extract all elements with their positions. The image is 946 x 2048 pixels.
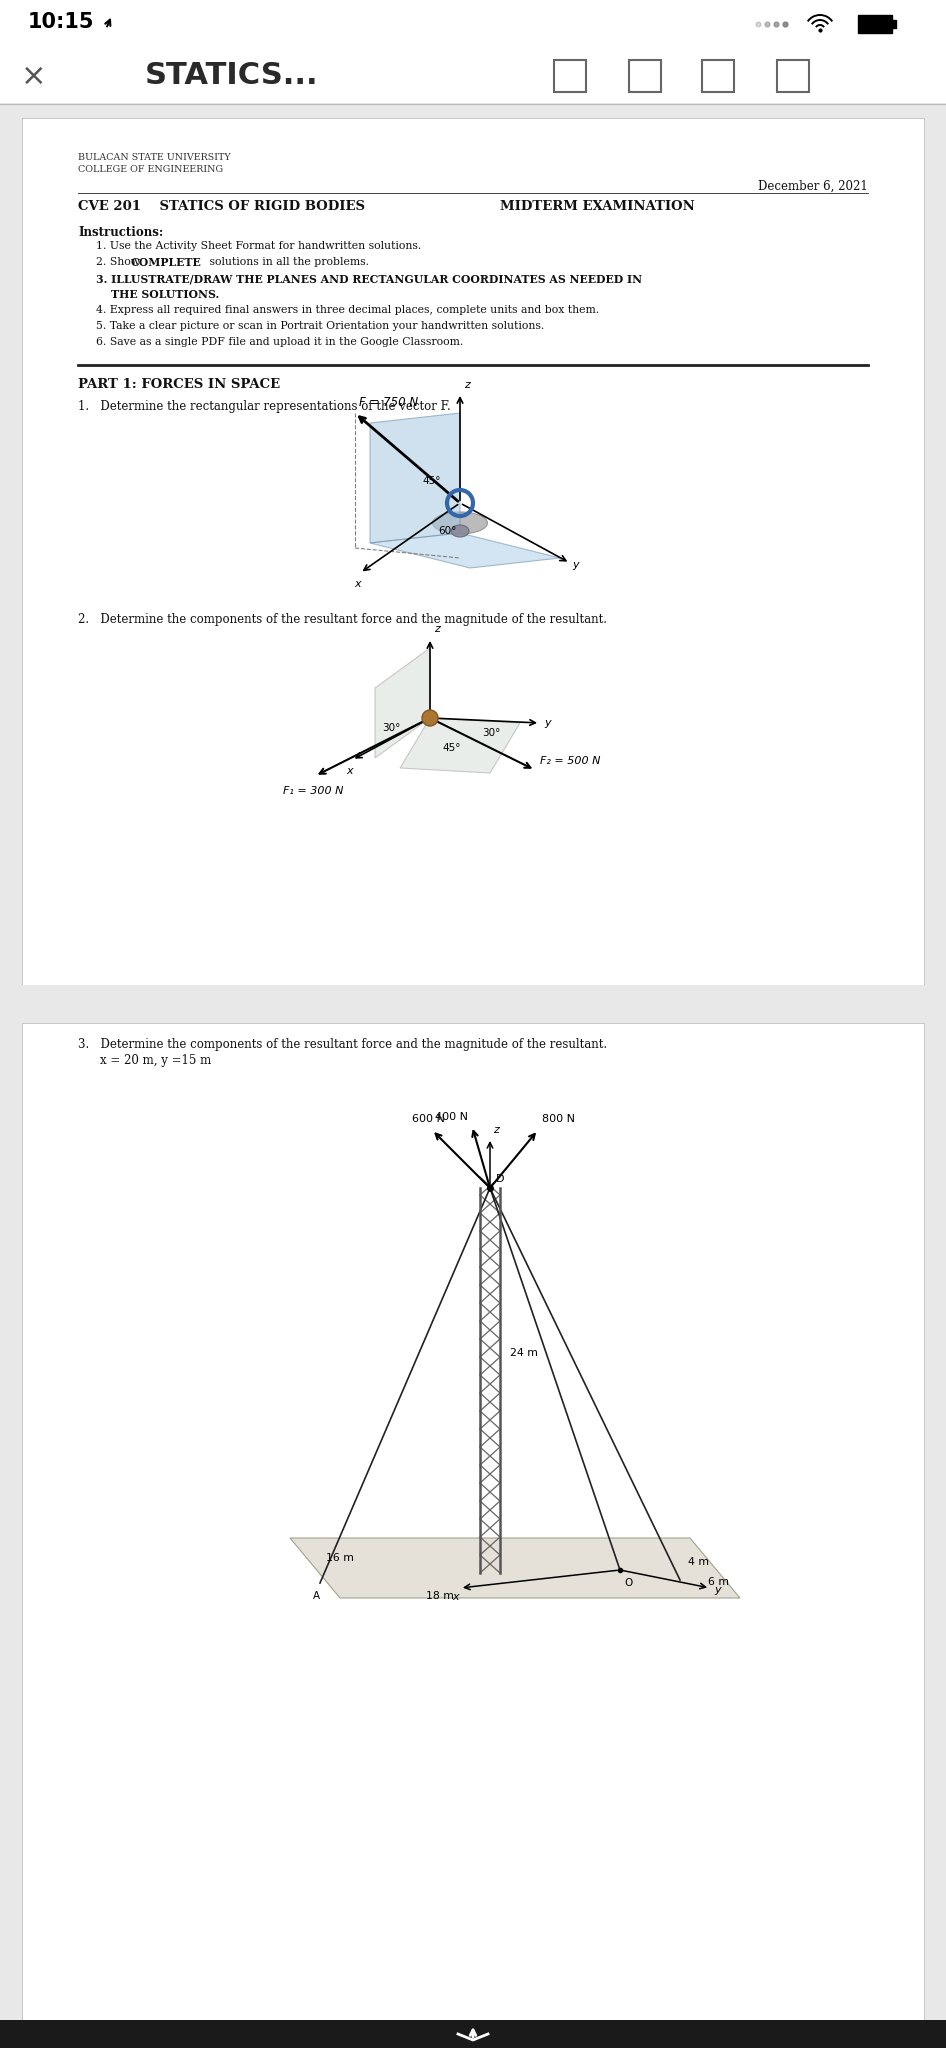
Ellipse shape [451, 524, 469, 537]
Text: COMPLETE: COMPLETE [130, 256, 201, 268]
Text: 60°: 60° [438, 526, 456, 537]
Ellipse shape [432, 512, 487, 535]
Text: z: z [464, 381, 470, 389]
Text: THE SOLUTIONS.: THE SOLUTIONS. [96, 289, 219, 299]
Text: y: y [544, 719, 551, 727]
Text: 24 m: 24 m [510, 1348, 538, 1358]
Text: 16 m: 16 m [326, 1552, 354, 1563]
FancyBboxPatch shape [0, 2019, 946, 2048]
Text: 45°: 45° [442, 743, 461, 754]
Text: D: D [496, 1174, 504, 1184]
Ellipse shape [422, 711, 438, 725]
Text: solutions in all the problems.: solutions in all the problems. [206, 256, 369, 266]
Text: 18 m: 18 m [426, 1591, 454, 1602]
Polygon shape [370, 532, 560, 567]
Polygon shape [290, 1538, 740, 1597]
Text: A: A [312, 1591, 320, 1602]
Text: 2. Show: 2. Show [96, 256, 144, 266]
Text: 800 N: 800 N [542, 1114, 575, 1124]
Text: CVE 201    STATICS OF RIGID BODIES: CVE 201 STATICS OF RIGID BODIES [78, 201, 365, 213]
Text: 5. Take a clear picture or scan in Portrait Orientation your handwritten solutio: 5. Take a clear picture or scan in Portr… [96, 322, 544, 332]
Text: 30°: 30° [482, 727, 500, 737]
Text: z: z [434, 625, 440, 635]
Text: MIDTERM EXAMINATION: MIDTERM EXAMINATION [500, 201, 694, 213]
Text: PART 1: FORCES IN SPACE: PART 1: FORCES IN SPACE [78, 379, 280, 391]
Text: 4. Express all required final answers in three decimal places, complete units an: 4. Express all required final answers in… [96, 305, 599, 315]
Text: y: y [714, 1585, 721, 1595]
Text: O: O [624, 1579, 632, 1587]
Text: x: x [346, 766, 353, 776]
Text: x = 20 m, y =15 m: x = 20 m, y =15 m [100, 1055, 211, 1067]
Text: x: x [452, 1591, 459, 1602]
FancyBboxPatch shape [0, 47, 946, 102]
Text: COLLEGE OF ENGINEERING: COLLEGE OF ENGINEERING [78, 166, 223, 174]
Text: 600 N: 600 N [412, 1114, 445, 1124]
Text: December 6, 2021: December 6, 2021 [759, 180, 868, 193]
Text: 1. Use the Activity Sheet Format for handwritten solutions.: 1. Use the Activity Sheet Format for han… [96, 242, 421, 252]
Text: z: z [493, 1124, 499, 1135]
Text: 45°: 45° [422, 475, 441, 485]
Text: 2.   Determine the components of the resultant force and the magnitude of the re: 2. Determine the components of the resul… [78, 612, 607, 627]
Text: 3. ILLUSTRATE/DRAW THE PLANES AND RECTANGULAR COORDINATES AS NEEDED IN: 3. ILLUSTRATE/DRAW THE PLANES AND RECTAN… [96, 272, 642, 285]
Text: F₂ = 500 N: F₂ = 500 N [540, 756, 601, 766]
FancyBboxPatch shape [0, 0, 946, 47]
Text: 6 m: 6 m [708, 1577, 729, 1587]
FancyBboxPatch shape [22, 1024, 924, 2019]
Text: x: x [354, 580, 360, 590]
Text: F = 750 N: F = 750 N [359, 395, 418, 410]
Text: 400 N: 400 N [435, 1112, 468, 1122]
Text: BULACAN STATE UNIVERSITY: BULACAN STATE UNIVERSITY [78, 154, 231, 162]
FancyBboxPatch shape [0, 985, 946, 1024]
Text: STATICS...: STATICS... [145, 61, 319, 90]
Text: 3.   Determine the components of the resultant force and the magnitude of the re: 3. Determine the components of the resul… [78, 1038, 607, 1051]
Polygon shape [400, 719, 520, 772]
Text: y: y [572, 559, 579, 569]
FancyBboxPatch shape [22, 119, 924, 987]
FancyBboxPatch shape [858, 14, 892, 33]
Text: 6. Save as a single PDF file and upload it in the Google Classroom.: 6. Save as a single PDF file and upload … [96, 338, 464, 346]
Text: 1.   Determine the rectangular representations of the vector F.: 1. Determine the rectangular representat… [78, 399, 450, 414]
Text: F₁ = 300 N: F₁ = 300 N [283, 786, 343, 797]
Text: ×: × [21, 61, 46, 90]
Text: 30°: 30° [382, 723, 400, 733]
Text: Instructions:: Instructions: [78, 225, 164, 240]
Text: 4 m: 4 m [688, 1556, 709, 1567]
Text: 10:15: 10:15 [28, 12, 95, 33]
Polygon shape [375, 647, 430, 758]
FancyBboxPatch shape [892, 20, 896, 29]
Polygon shape [370, 414, 460, 543]
